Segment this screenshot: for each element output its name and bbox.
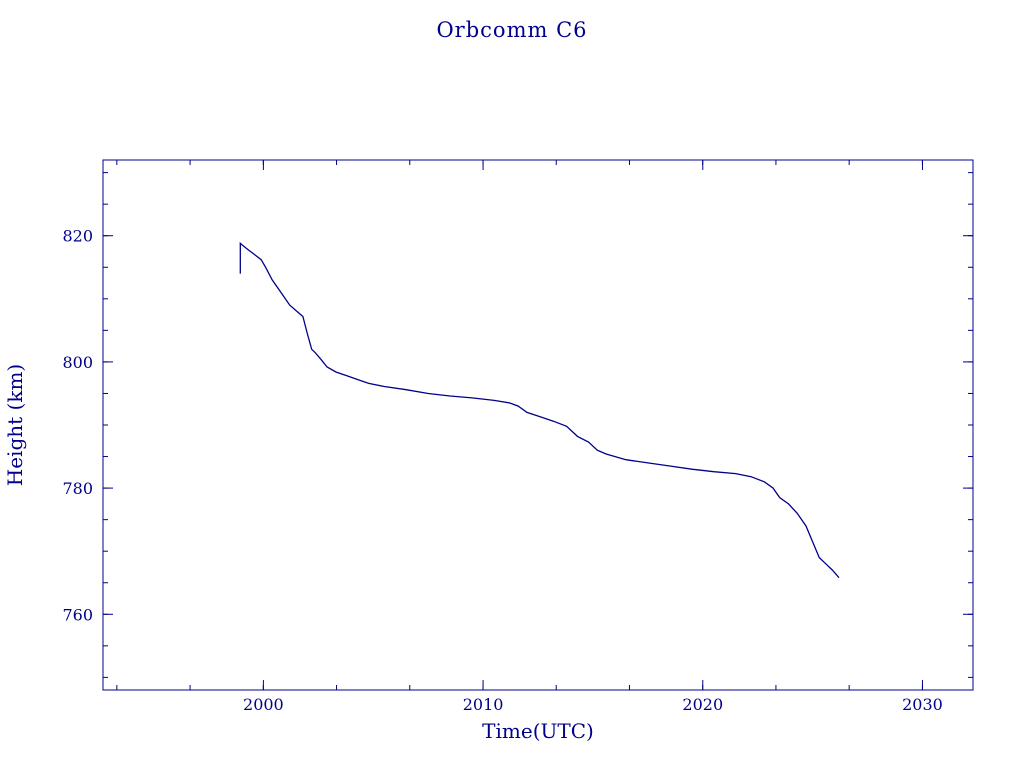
axis-ticks [103, 160, 973, 690]
x-tick-label: 2000 [243, 695, 284, 714]
x-tick-label: 2010 [463, 695, 504, 714]
chart-title: Orbcomm C6 [436, 18, 587, 42]
x-tick-label: 2030 [902, 695, 943, 714]
y-tick-label: 800 [62, 353, 93, 372]
tick-labels: 2000 2010 2020 2030 760 780 800 820 [62, 227, 942, 714]
x-axis-label: Time(UTC) [482, 719, 594, 743]
plot-frame [102, 159, 974, 691]
y-tick-label: 760 [62, 605, 93, 624]
y-axis-label: Height (km) [3, 364, 27, 486]
series-line [239, 241, 840, 579]
y-tick-label: 780 [62, 479, 93, 498]
y-tick-label: 820 [62, 227, 93, 246]
x-tick-label: 2020 [682, 695, 723, 714]
